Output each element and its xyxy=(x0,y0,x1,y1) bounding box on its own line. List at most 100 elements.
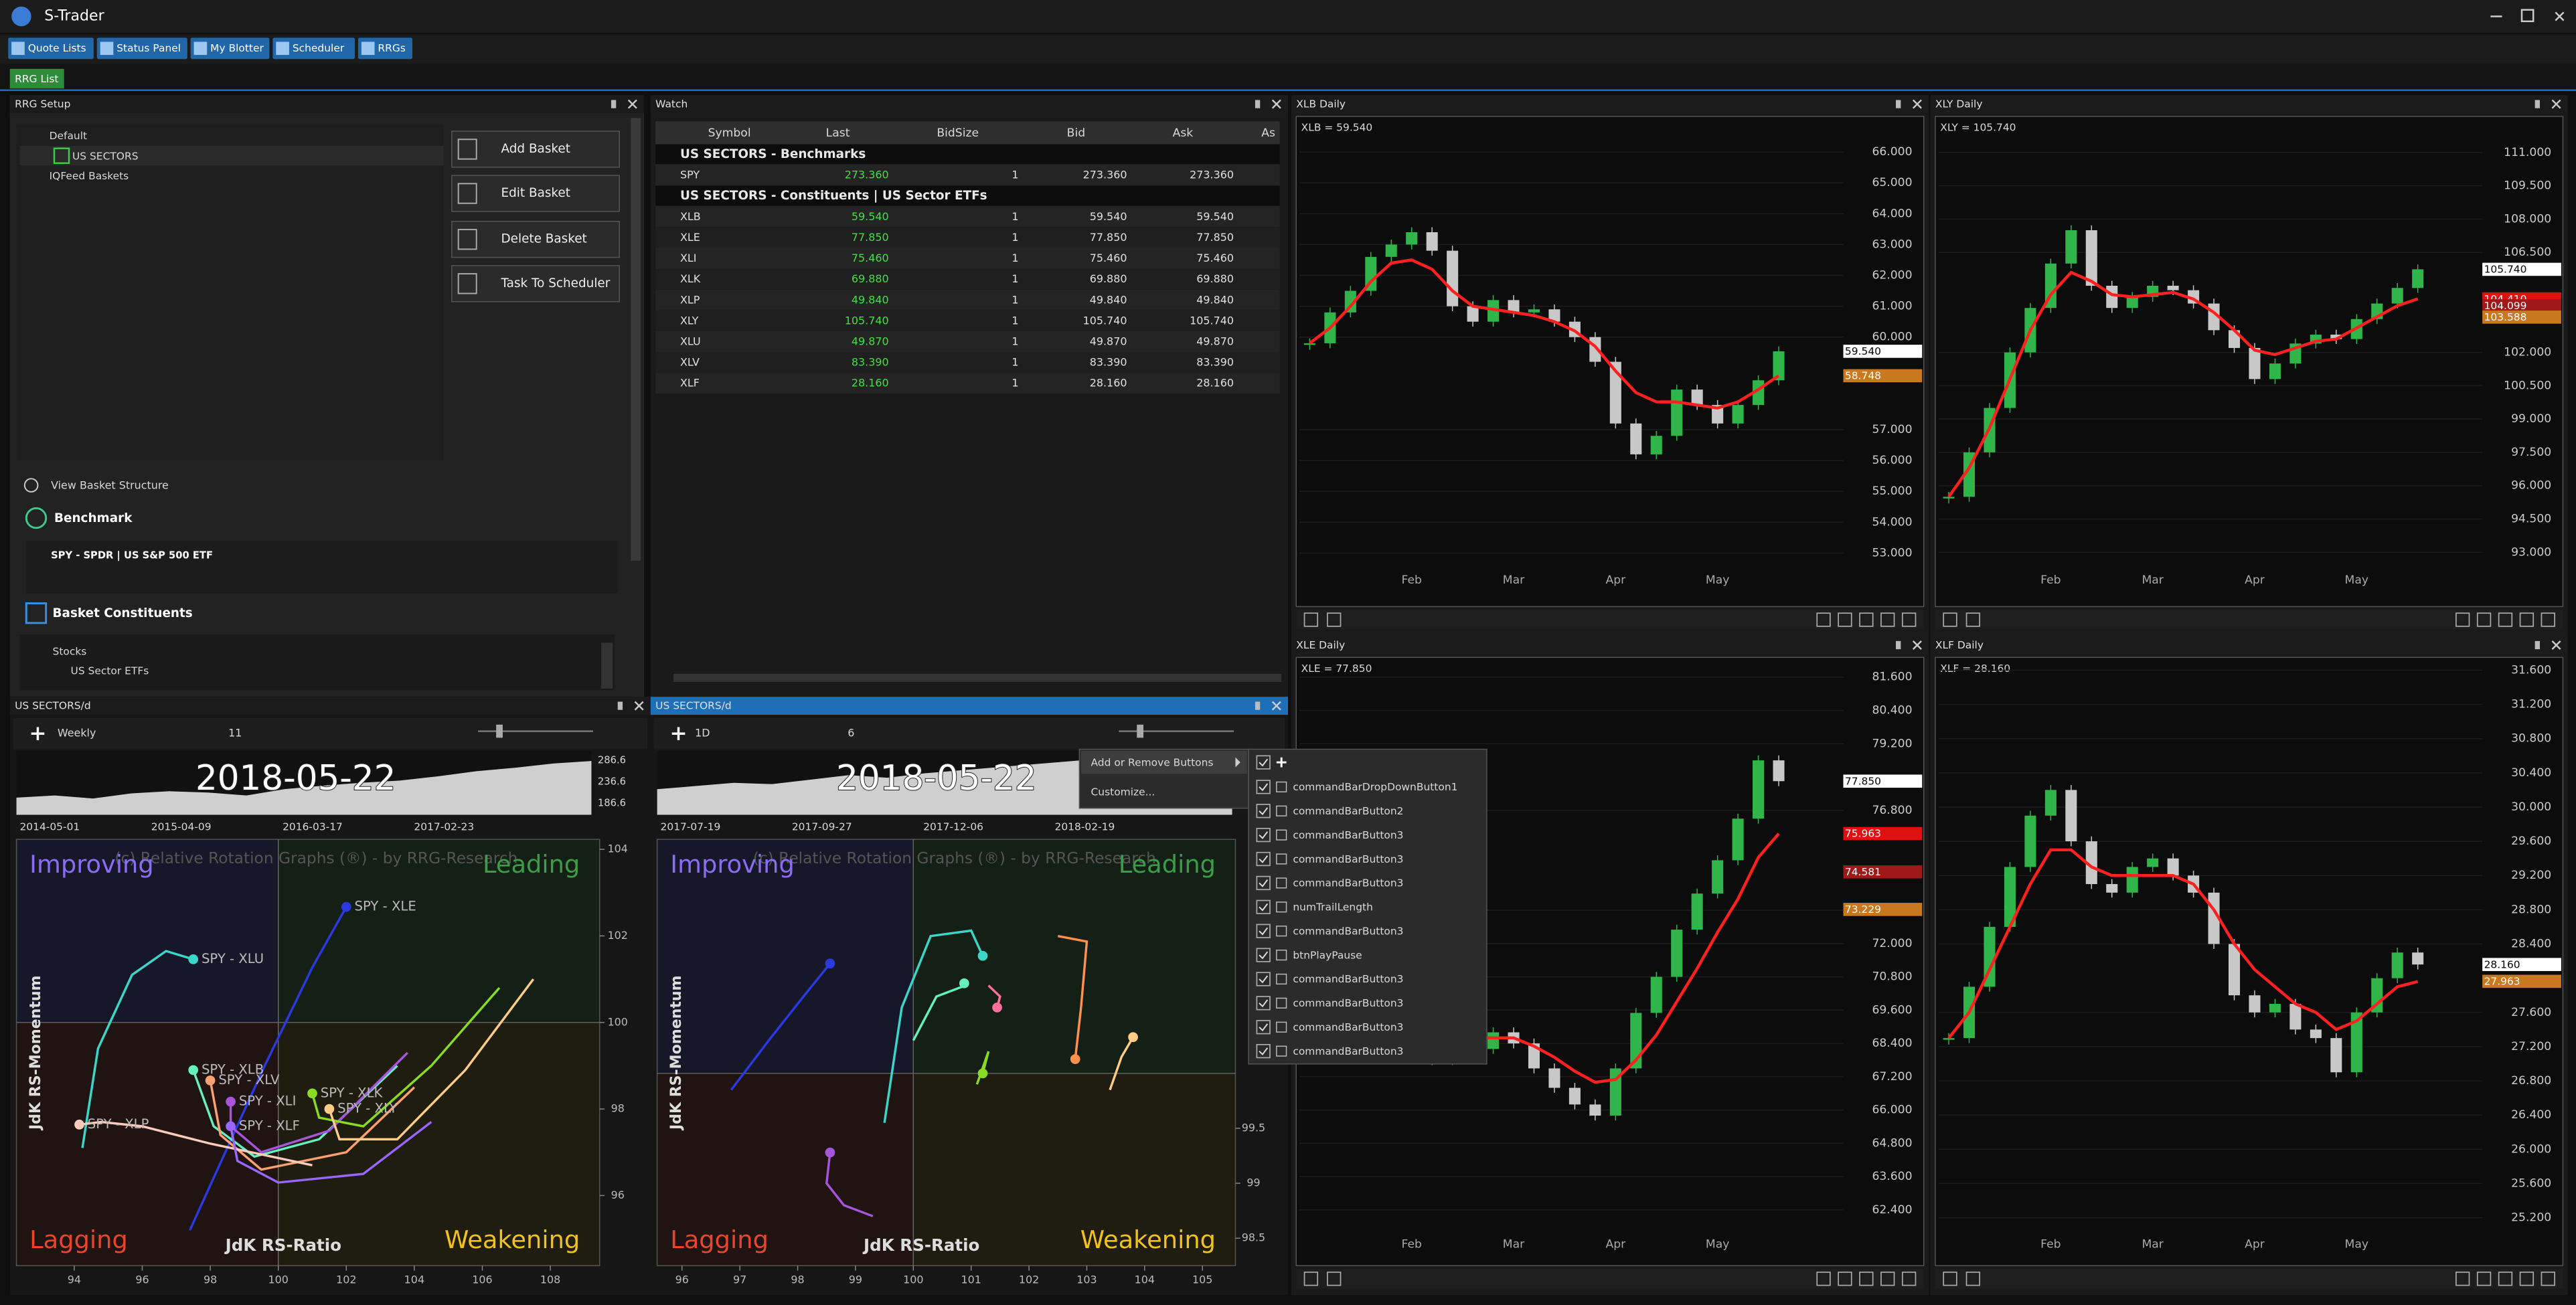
submenu-item[interactable]: commandBarButton3 xyxy=(1293,853,1403,865)
submenu-item[interactable]: commandBarButton3 xyxy=(1293,829,1403,841)
nav-button[interactable] xyxy=(1327,612,1342,627)
table-row[interactable] xyxy=(655,351,1280,373)
rrg-head[interactable] xyxy=(226,1121,236,1132)
checkbox[interactable] xyxy=(1256,948,1271,962)
nav-button[interactable] xyxy=(1838,1272,1852,1286)
toolbar-button-label[interactable]: RRGs xyxy=(378,42,406,54)
rrg-head[interactable] xyxy=(992,1003,1002,1013)
submenu-item[interactable]: numTrailLength xyxy=(1293,901,1373,913)
tree-item[interactable]: Stocks xyxy=(53,645,87,657)
nav-button[interactable] xyxy=(2498,1272,2513,1286)
menu-item[interactable]: Add or Remove Buttons xyxy=(1091,756,1214,768)
rrg-head[interactable] xyxy=(307,1088,317,1099)
slider-thumb[interactable] xyxy=(496,724,503,738)
period-select[interactable]: 1D xyxy=(695,727,710,740)
rrg-head[interactable] xyxy=(226,1096,236,1107)
table-row[interactable] xyxy=(655,227,1280,248)
rrg-head[interactable] xyxy=(959,978,969,988)
submenu-item[interactable]: btnPlayPause xyxy=(1293,949,1362,961)
nav-button[interactable] xyxy=(2519,612,2534,627)
checkbox[interactable] xyxy=(1256,996,1271,1011)
rrg-head[interactable] xyxy=(74,1120,84,1130)
submenu-item[interactable]: commandBarButton3 xyxy=(1293,1045,1403,1057)
rrg-head[interactable] xyxy=(977,950,988,961)
toolbar-button-label[interactable]: Scheduler xyxy=(293,42,345,54)
nav-button[interactable] xyxy=(1838,612,1852,627)
column-header[interactable]: Symbol xyxy=(708,126,751,140)
rrg-head[interactable] xyxy=(825,1147,835,1158)
submenu-item[interactable]: commandBarButton3 xyxy=(1293,877,1403,889)
structure-toggle[interactable]: View Basket Structure xyxy=(51,478,169,491)
nav-button[interactable] xyxy=(1816,612,1831,627)
basket-button[interactable] xyxy=(451,265,620,302)
submenu-item[interactable]: commandBarButton3 xyxy=(1293,1021,1403,1033)
nav-button[interactable] xyxy=(1859,612,1874,627)
basket-button[interactable] xyxy=(451,175,620,212)
basket-button[interactable] xyxy=(451,220,620,258)
nav-button[interactable] xyxy=(1303,612,1319,627)
toolbar-button-label[interactable]: Quote Lists xyxy=(28,42,86,54)
tree-item[interactable]: IQFeed Baskets xyxy=(50,170,129,182)
nav-button[interactable] xyxy=(1965,612,1981,627)
nav-button[interactable] xyxy=(1901,612,1917,627)
checkbox[interactable] xyxy=(1256,780,1271,794)
submenu-item[interactable]: commandBarButton2 xyxy=(1293,805,1403,817)
table-row[interactable] xyxy=(655,331,1280,352)
toolbar-button[interactable] xyxy=(96,37,187,60)
column-header[interactable]: Ask xyxy=(1173,126,1194,140)
checkbox[interactable] xyxy=(1256,851,1271,867)
basket-button[interactable] xyxy=(451,130,620,168)
rrg-head[interactable] xyxy=(1128,1032,1138,1043)
nav-button[interactable] xyxy=(1816,1272,1831,1286)
nav-button[interactable] xyxy=(1327,1272,1342,1286)
rrg-head[interactable] xyxy=(188,954,199,964)
nav-button[interactable] xyxy=(2541,612,2555,627)
basket-button-label[interactable]: Delete Basket xyxy=(501,232,586,246)
rrg-head[interactable] xyxy=(1070,1054,1080,1064)
nav-button[interactable] xyxy=(1880,1272,1895,1286)
checkbox[interactable] xyxy=(1256,1020,1271,1035)
trail-length[interactable]: 6 xyxy=(848,727,854,740)
column-header[interactable]: BidSize xyxy=(937,126,979,140)
nav-button[interactable] xyxy=(2476,1272,2492,1286)
tree-item[interactable]: US SECTORS xyxy=(72,150,139,162)
slider-thumb[interactable] xyxy=(1137,724,1144,738)
nav-button[interactable] xyxy=(2476,612,2492,627)
column-header[interactable]: Bid xyxy=(1067,126,1085,140)
table-row[interactable] xyxy=(655,206,1280,228)
submenu-item[interactable]: commandBarButton3 xyxy=(1293,973,1403,985)
checkbox[interactable] xyxy=(1256,828,1271,843)
rrg-head[interactable] xyxy=(825,958,835,969)
nav-button[interactable] xyxy=(2455,612,2470,627)
nav-button[interactable] xyxy=(1859,1272,1874,1286)
table-row[interactable] xyxy=(655,289,1280,311)
toolbar-button[interactable] xyxy=(272,37,355,60)
checkbox[interactable] xyxy=(1256,804,1271,818)
rrg-head[interactable] xyxy=(324,1104,335,1114)
checkbox[interactable] xyxy=(1256,755,1271,770)
nav-button[interactable] xyxy=(1303,1272,1319,1286)
checkbox[interactable] xyxy=(1256,924,1271,938)
checkbox[interactable] xyxy=(1256,972,1271,986)
submenu-item[interactable]: commandBarButton3 xyxy=(1293,997,1403,1009)
basket-button-label[interactable]: Add Basket xyxy=(501,142,570,156)
nav-button[interactable] xyxy=(1965,1272,1981,1286)
period-select[interactable]: Weekly xyxy=(58,727,96,740)
nav-button[interactable] xyxy=(1901,1272,1917,1286)
nav-button[interactable] xyxy=(1943,1272,1957,1286)
nav-button[interactable] xyxy=(1943,612,1957,627)
rrg-head[interactable] xyxy=(977,1068,988,1079)
tree-item[interactable]: US Sector ETFs xyxy=(71,665,149,677)
column-header[interactable]: As xyxy=(1261,126,1275,140)
nav-button[interactable] xyxy=(2498,612,2513,627)
tab-label[interactable]: RRG List xyxy=(15,73,58,85)
basket-button-label[interactable]: Edit Basket xyxy=(501,186,570,200)
table-row[interactable] xyxy=(655,164,1280,186)
rrg-head[interactable] xyxy=(205,1075,216,1085)
table-row[interactable] xyxy=(655,248,1280,269)
toolbar-button[interactable] xyxy=(190,37,270,60)
submenu-item[interactable]: commandBarDropDownButton1 xyxy=(1293,781,1457,793)
tree-item[interactable]: Default xyxy=(50,130,87,142)
nav-button[interactable] xyxy=(2519,1272,2534,1286)
rrg-head[interactable] xyxy=(188,1065,199,1075)
